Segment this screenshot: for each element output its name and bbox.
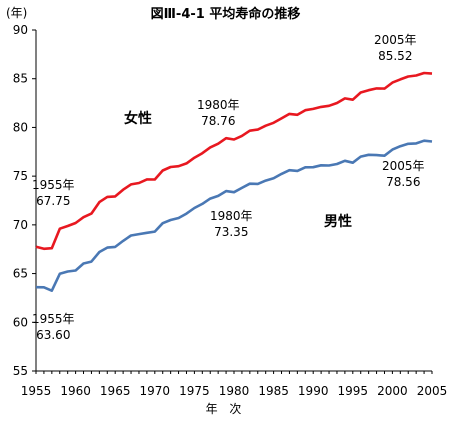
x-tick-label: 1985 [258,384,289,398]
x-tick-label: 1955 [21,384,52,398]
y-tick-label: 80 [13,120,28,134]
male-life-expectancy-line [35,139,433,293]
annotation-male-2005: 2005年 78.56 [382,159,425,189]
x-tick-label: 1995 [338,384,369,398]
x-axis-label: 年 次 [205,402,246,416]
y-tick-label: 60 [13,315,28,329]
annotation-female-1955: 1955年 67.75 [32,178,75,208]
female-life-expectancy-line [35,71,433,251]
y-tick-label: 75 [13,169,28,183]
y-tick-label: 55 [13,364,28,378]
y-tick-label: 85 [13,72,28,86]
x-tick-label: 1965 [100,384,131,398]
x-tick-label: 1970 [140,384,171,398]
x-tick-label: 2005 [417,384,448,398]
y-tick-label: 65 [13,267,28,281]
annotation-male-1980: 1980年 73.35 [210,209,253,239]
female-series-label: 女性 [124,111,152,127]
x-tick-label: 2000 [377,384,408,398]
x-tick-label: 1980 [219,384,250,398]
x-tick-label: 1960 [60,384,91,398]
annotation-female-1980: 1980年 78.76 [197,98,240,128]
y-axis-unit-label: (年) [6,6,28,20]
chart-title: 図Ⅲ-4-1 平均寿命の推移 [150,7,301,22]
annotation-male-1955: 1955年 63.60 [32,312,75,342]
y-tick-label: 70 [13,218,28,232]
x-tick-label: 1990 [298,384,329,398]
male-series-label: 男性 [324,214,352,230]
annotation-female-2005: 2005年 85.52 [374,33,417,63]
x-tick-label: 1975 [179,384,210,398]
y-tick-label: 90 [13,23,28,37]
